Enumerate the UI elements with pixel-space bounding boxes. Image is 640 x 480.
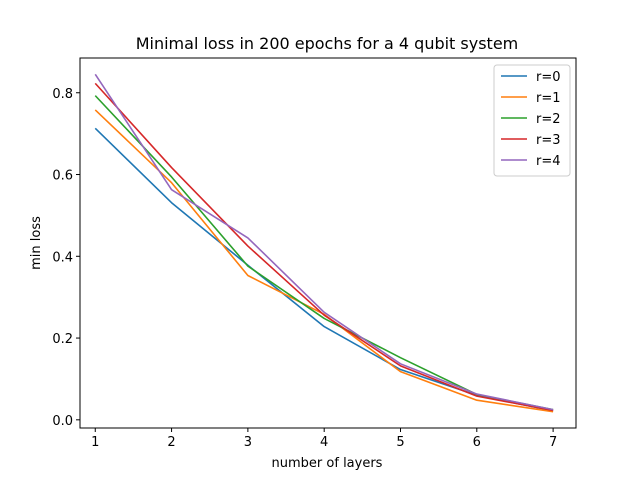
y-tick-label: 0.4 xyxy=(52,250,73,265)
x-tick-label: 2 xyxy=(167,435,175,450)
legend: r=0 r=1 r=2 r=3 r=4 xyxy=(493,64,571,177)
x-tick-label: 7 xyxy=(549,435,557,450)
x-tick-label: 1 xyxy=(91,435,99,450)
series-line-r-2 xyxy=(94,95,554,411)
x-tick-label: 6 xyxy=(473,435,481,450)
x-tick-label: 3 xyxy=(244,435,252,450)
plot-frame xyxy=(79,57,577,429)
series-line-r-3 xyxy=(94,82,554,412)
legend-box xyxy=(493,64,571,177)
legend-item: r=2 xyxy=(501,112,561,127)
series-line-r-0 xyxy=(94,127,554,412)
legend-label: r=3 xyxy=(536,133,561,148)
series-lines xyxy=(94,73,554,413)
y-axis: 0.0 0.2 0.4 0.6 0.8 xyxy=(52,87,80,429)
series-line-r-1 xyxy=(94,109,554,413)
legend-label: r=2 xyxy=(536,112,561,127)
plot-area: 1 2 3 4 5 6 7 0.0 0.2 0.4 0.6 0.8 xyxy=(52,57,577,450)
x-tick-label: 5 xyxy=(396,435,404,450)
y-axis-title: min loss xyxy=(29,216,44,270)
legend-label: r=1 xyxy=(536,91,561,106)
series-line-r-4 xyxy=(94,73,554,411)
x-axis-title: number of layers xyxy=(272,456,383,471)
x-tick-label: 4 xyxy=(320,435,328,450)
y-tick-label: 0.6 xyxy=(52,169,73,184)
legend-item: r=3 xyxy=(501,133,561,148)
legend-label: r=4 xyxy=(536,154,561,169)
y-tick-label: 0.0 xyxy=(52,414,73,429)
legend-item: r=0 xyxy=(501,70,561,85)
legend-item: r=1 xyxy=(501,91,561,106)
x-axis: 1 2 3 4 5 6 7 xyxy=(91,428,557,450)
y-tick-label: 0.8 xyxy=(52,87,73,102)
legend-label: r=0 xyxy=(536,70,561,85)
y-tick-label: 0.2 xyxy=(52,332,73,347)
legend-item: r=4 xyxy=(501,154,561,169)
chart-title: Minimal loss in 200 epochs for a 4 qubit… xyxy=(136,34,519,53)
